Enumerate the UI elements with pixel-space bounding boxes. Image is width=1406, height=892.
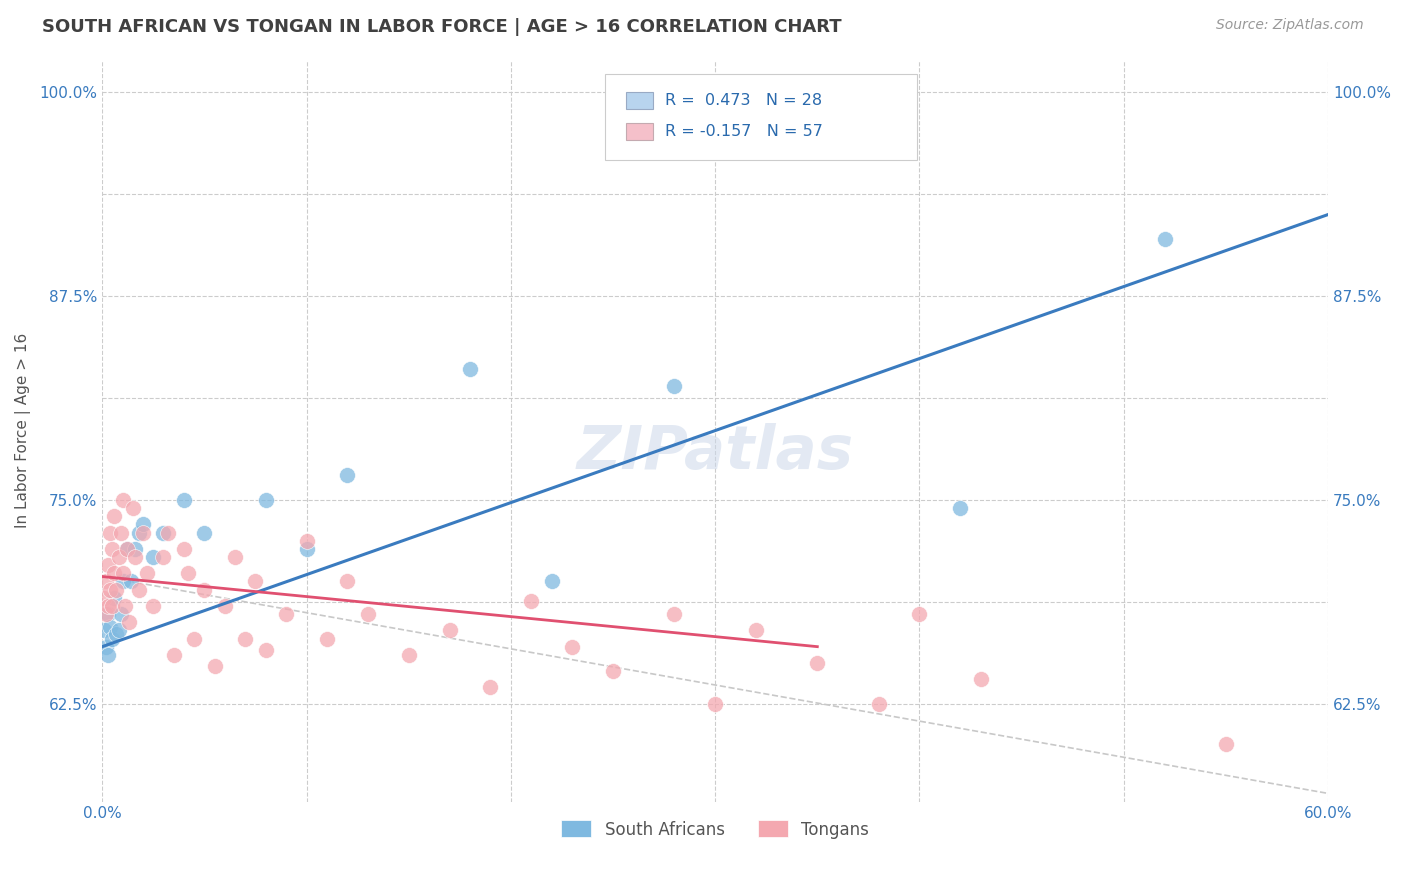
Bar	[626, 92, 652, 109]
Bar	[626, 123, 652, 140]
Text: Source: ZipAtlas.com: Source: ZipAtlas.com	[1216, 18, 1364, 32]
Point	[745, 624, 768, 638]
Point	[110, 525, 132, 540]
Point	[1153, 232, 1175, 246]
Point	[806, 656, 828, 670]
Point	[458, 362, 481, 376]
Point	[132, 525, 155, 540]
Point	[128, 525, 150, 540]
Point	[114, 599, 136, 613]
Point	[336, 468, 359, 483]
Point	[101, 632, 124, 646]
Text: ZIPatlas: ZIPatlas	[576, 424, 853, 483]
Point	[156, 525, 179, 540]
Point	[908, 607, 931, 621]
Point	[254, 643, 277, 657]
Point	[173, 541, 195, 556]
Point	[602, 664, 624, 678]
Point	[142, 599, 165, 613]
Point	[115, 541, 138, 556]
Point	[111, 566, 134, 581]
Point	[142, 549, 165, 564]
Point	[295, 541, 318, 556]
Point	[128, 582, 150, 597]
Point	[96, 607, 118, 621]
Point	[103, 591, 125, 605]
Point	[97, 648, 120, 662]
Point	[136, 566, 159, 581]
Point	[110, 607, 132, 621]
Point	[949, 501, 972, 516]
Point	[93, 591, 115, 605]
Y-axis label: In Labor Force | Age > 16: In Labor Force | Age > 16	[15, 333, 31, 528]
Point	[193, 525, 215, 540]
Point	[204, 659, 226, 673]
Point	[177, 566, 200, 581]
Point	[98, 525, 121, 540]
Point	[1215, 738, 1237, 752]
Point	[398, 648, 420, 662]
Point	[111, 574, 134, 589]
Point	[152, 525, 174, 540]
Point	[152, 549, 174, 564]
Point	[439, 624, 461, 638]
Point	[118, 615, 141, 630]
Text: R =  0.473   N = 28: R = 0.473 N = 28	[665, 93, 823, 108]
Point	[120, 574, 142, 589]
Point	[193, 582, 215, 597]
Legend: South Africans, Tongans: South Africans, Tongans	[554, 814, 876, 846]
Point	[101, 599, 124, 613]
Point	[357, 607, 380, 621]
Point	[111, 492, 134, 507]
Point	[664, 378, 686, 392]
Point	[93, 624, 115, 638]
Point	[107, 624, 129, 638]
Point	[124, 549, 146, 564]
Point	[224, 549, 246, 564]
Point	[704, 697, 727, 711]
Point	[254, 492, 277, 507]
Point	[561, 640, 583, 654]
Point	[173, 492, 195, 507]
FancyBboxPatch shape	[605, 74, 918, 160]
Point	[316, 632, 339, 646]
Point	[103, 509, 125, 524]
Point	[115, 541, 138, 556]
Point	[520, 594, 543, 608]
Point	[479, 681, 502, 695]
Point	[97, 599, 120, 613]
Point	[336, 574, 359, 589]
Point	[107, 549, 129, 564]
Point	[868, 697, 890, 711]
Point	[233, 632, 256, 646]
Point	[105, 626, 128, 640]
Point	[274, 607, 297, 621]
Point	[664, 607, 686, 621]
Point	[970, 673, 993, 687]
Point	[97, 558, 120, 573]
Text: R = -0.157   N = 57: R = -0.157 N = 57	[665, 124, 823, 139]
Point	[98, 620, 121, 634]
Point	[183, 632, 205, 646]
Point	[214, 599, 236, 613]
Point	[96, 640, 118, 654]
Point	[105, 582, 128, 597]
Point	[124, 541, 146, 556]
Point	[97, 607, 120, 621]
Point	[245, 574, 267, 589]
Point	[96, 574, 118, 589]
Point	[98, 582, 121, 597]
Point	[295, 533, 318, 548]
Point	[103, 566, 125, 581]
Point	[163, 648, 186, 662]
Point	[121, 501, 143, 516]
Point	[540, 574, 562, 589]
Text: SOUTH AFRICAN VS TONGAN IN LABOR FORCE | AGE > 16 CORRELATION CHART: SOUTH AFRICAN VS TONGAN IN LABOR FORCE |…	[42, 18, 842, 36]
Point	[132, 517, 155, 532]
Point	[101, 541, 124, 556]
